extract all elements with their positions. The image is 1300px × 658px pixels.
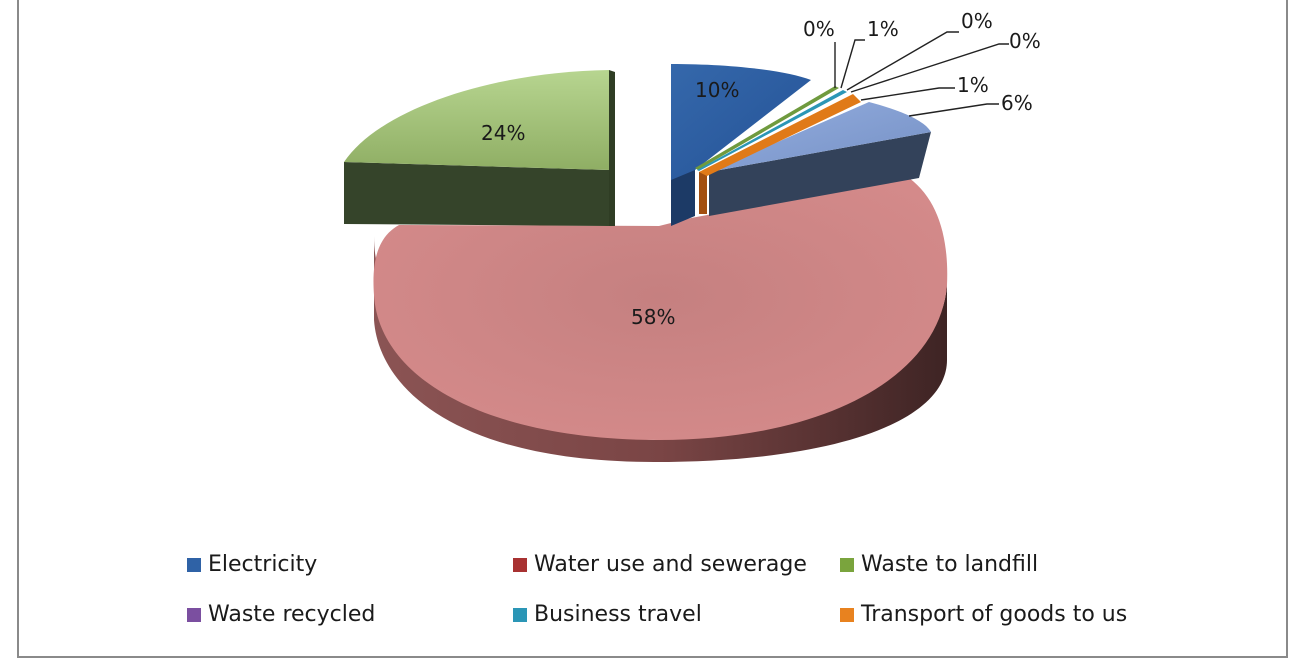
slice-orange-top: [699, 94, 861, 176]
slice-electricity-top: [671, 64, 811, 180]
slice-electricity: [671, 64, 811, 226]
chart-frame: 10% 24% 58% 0% 1% 0% 0% 1% 6% Electricit…: [17, 0, 1288, 658]
slice-thin-slices: [695, 86, 847, 171]
data-label-waste-recycled: 0%: [803, 17, 835, 41]
data-label-extra-1: 1%: [957, 73, 989, 97]
legend-swatch: [840, 557, 854, 572]
data-label-extra-0: 0%: [1009, 29, 1041, 53]
legend-label: Waste recycled: [208, 602, 376, 627]
legend-label: Waste to landfill: [861, 552, 1039, 577]
slice-6-top: [709, 102, 931, 172]
data-label-extra-6: 6%: [1001, 91, 1033, 115]
slice-landfill-side: [344, 162, 609, 226]
leader-line-0b: [846, 31, 959, 91]
legend-item-waste-recycled: Waste recycled: [187, 602, 375, 627]
slice-thin-green: [695, 86, 839, 170]
data-label-water: 58%: [631, 305, 675, 329]
data-label-landfill: 24%: [481, 121, 525, 145]
slice-water-use-and-sewerage: [373, 178, 948, 462]
slice-water-top: [373, 178, 948, 440]
slice-landfill-top: [344, 70, 609, 170]
slice-landfill-edge: [609, 70, 615, 226]
legend-item-landfill: Waste to landfill: [840, 552, 1038, 577]
data-label-transport: 1%: [867, 17, 899, 41]
data-label-electricity: 10%: [695, 78, 739, 102]
slice-6-side: [709, 132, 931, 216]
slice-thin-teal: [697, 90, 847, 171]
slice-transport-of-goods: [699, 94, 861, 214]
legend-label: Electricity: [208, 552, 318, 577]
leader-line-6: [908, 103, 999, 117]
legend-label: Water use and sewerage: [534, 552, 807, 577]
leader-line-1b: [860, 87, 955, 101]
leader-lines: [834, 31, 1009, 117]
legend-item-transport: Transport of goods to us: [840, 602, 1127, 627]
legend-swatch: [513, 607, 527, 622]
data-label-business-travel: 0%: [961, 9, 993, 33]
legend-swatch: [187, 557, 201, 572]
legend-swatch: [513, 557, 527, 572]
legend-label: Transport of goods to us: [861, 602, 1128, 627]
slice-orange-side: [699, 172, 707, 214]
legend-item-electricity: Electricity: [187, 552, 317, 577]
legend-swatch: [840, 607, 854, 622]
legend-item-water: Water use and sewerage: [513, 552, 807, 577]
legend-label: Business travel: [534, 602, 702, 627]
slice-waste-to-landfill: [344, 70, 615, 226]
legend-item-business-travel: Business travel: [513, 602, 702, 627]
slice-other-6: [709, 102, 931, 216]
leader-line-0c: [850, 43, 1009, 93]
leader-line-1a: [840, 39, 865, 89]
legend-swatch: [187, 607, 201, 622]
pie-chart: 10% 24% 58% 0% 1% 0% 0% 1% 6%: [344, 9, 1041, 462]
